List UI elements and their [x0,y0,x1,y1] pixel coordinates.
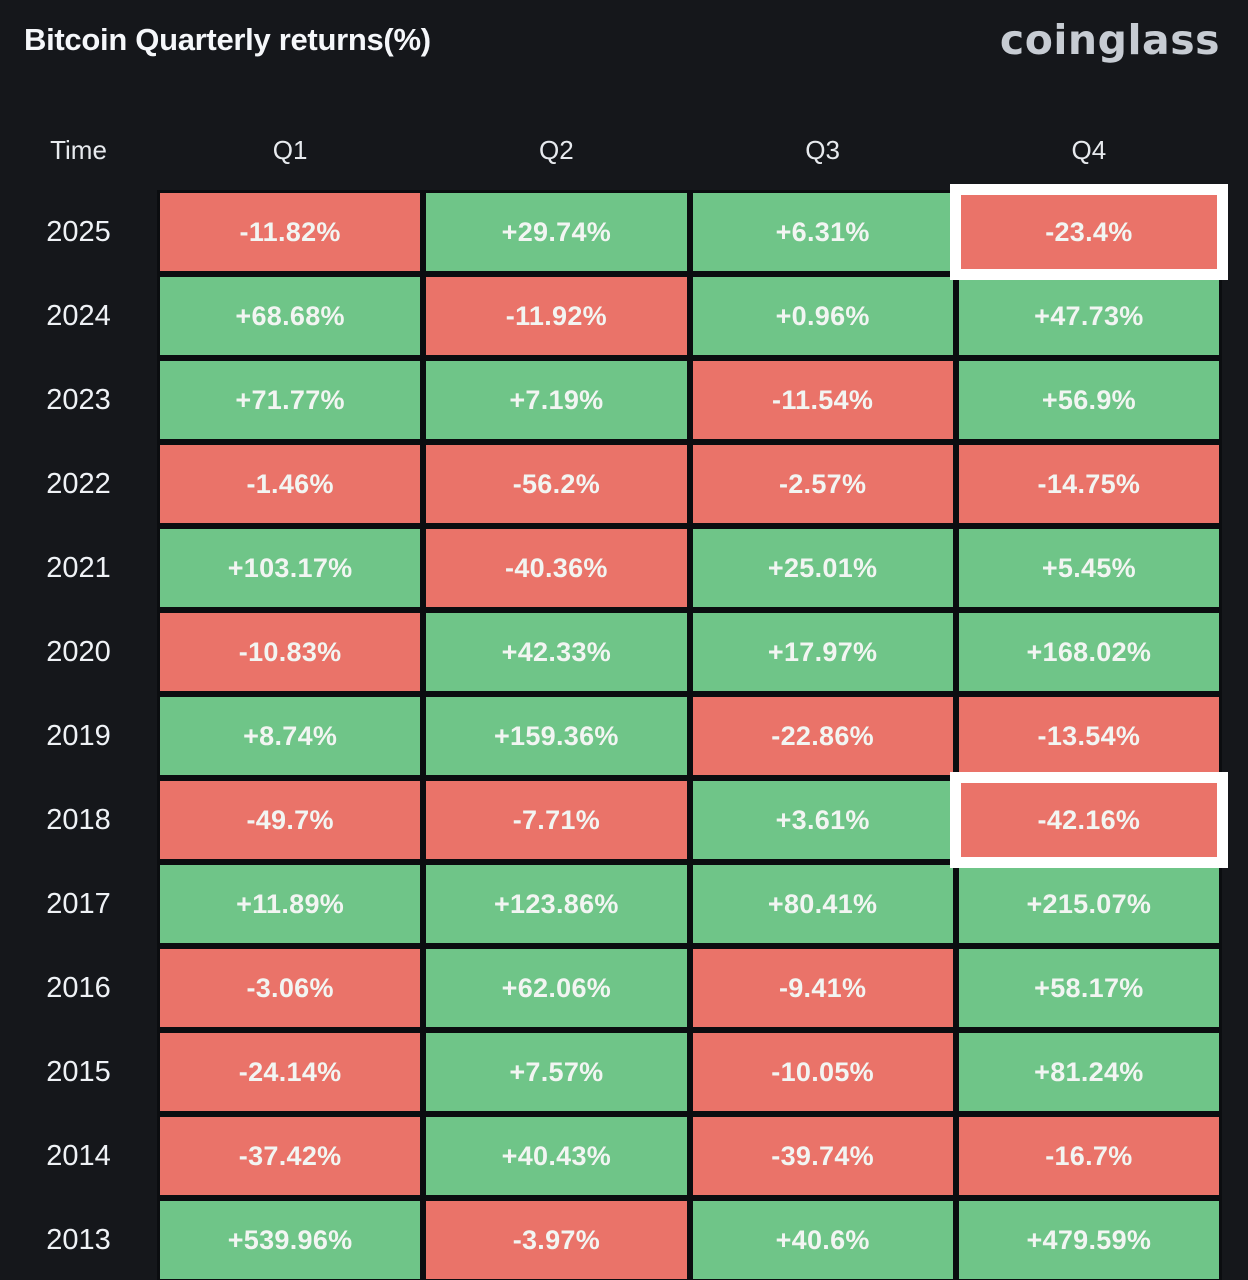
cell-2017-q1: +11.89% [157,862,424,946]
column-header-q3: Q3 [805,134,840,165]
row-year-2014: 2014 [46,1139,111,1172]
cell-2015-q4: +81.24% [955,1030,1222,1114]
returns-table: Time Q1 Q2 Q3 Q4 2025 -11.82% +29.74% +6.31% -23… [0,110,1229,1280]
cell-2017-q4: +215.07% [955,862,1222,946]
cell-2025-q1: -11.82% [157,190,424,274]
page-title: Bitcoin Quarterly returns(%) [24,22,431,57]
cell-2014-q2: +40.43% [423,1114,690,1198]
cell-2014-q3: -39.74% [689,1114,956,1198]
cell-2024-q4: +47.73% [955,274,1222,358]
cell-2022-q4: -14.75% [955,442,1222,526]
table-row-2020: 2020 -10.83% +42.33% +17.97% +168.02% [0,610,1222,694]
row-year-2021: 2021 [46,551,111,584]
row-year-2025: 2025 [46,215,111,248]
table-row-2025: 2025 -11.82% +29.74% +6.31% -23.4% [0,184,1229,280]
cell-2021-q2: -40.36% [423,526,690,610]
table-body: 2025 -11.82% +29.74% +6.31% -23.4% 2024 +68.68… [0,184,1229,1280]
cell-2019-q4: -13.54% [955,694,1222,778]
table-row-2014: 2014 -37.42% +40.43% -39.74% -16.7% [0,1114,1222,1198]
table-row-2023: 2023 +71.77% +7.19% -11.54% +56.9% [0,358,1222,442]
row-year-2017: 2017 [46,887,111,920]
row-year-2024: 2024 [46,299,111,332]
cell-2023-q1: +71.77% [157,358,424,442]
cell-2014-q4: -16.7% [955,1114,1222,1198]
row-year-2020: 2020 [46,635,111,668]
cell-2015-q2: +7.57% [423,1030,690,1114]
cell-2020-q4: +168.02% [955,610,1222,694]
coinglass-logo: coinglass [999,16,1220,64]
cell-2024-q3: +0.96% [689,274,956,358]
cell-2021-q3: +25.01% [689,526,956,610]
column-header-time: Time [50,134,107,165]
cell-2020-q3: +17.97% [689,610,956,694]
cell-2016-q3: -9.41% [689,946,956,1030]
cell-2018-q1: -49.7% [157,778,424,862]
table-row-2024: 2024 +68.68% -11.92% +0.96% +47.73% [0,274,1222,358]
cell-2017-q3: +80.41% [689,862,956,946]
cell-2024-q2: -11.92% [423,274,690,358]
table-row-2013: 2013 +539.96% -3.97% +40.6% +479.59% [0,1198,1222,1280]
cell-2025-q4: -23.4% [949,184,1229,280]
cell-2013-q2: -3.97% [423,1198,690,1280]
cell-2019-q2: +159.36% [423,694,690,778]
table-row-2019: 2019 +8.74% +159.36% -22.86% -13.54% [0,694,1222,778]
cell-2019-q1: +8.74% [157,694,424,778]
cell-2024-q1: +68.68% [157,274,424,358]
cell-2025-q2: +29.74% [423,190,690,274]
column-header-q2: Q2 [539,134,574,165]
cell-2022-q3: -2.57% [689,442,956,526]
top-bar: Bitcoin Quarterly returns(%) coinglass [0,0,1248,110]
cell-2022-q2: -56.2% [423,442,690,526]
cell-2023-q2: +7.19% [423,358,690,442]
cell-2025-q3: +6.31% [689,190,956,274]
cell-2021-q1: +103.17% [157,526,424,610]
column-header-q4: Q4 [1071,134,1107,165]
row-year-2022: 2022 [46,467,111,500]
cell-2017-q2: +123.86% [423,862,690,946]
cell-2020-q2: +42.33% [423,610,690,694]
cell-2015-q3: -10.05% [689,1030,956,1114]
cell-2014-q1: -37.42% [157,1114,424,1198]
row-year-2016: 2016 [46,971,111,1004]
row-year-2013: 2013 [46,1223,111,1256]
table-row-2021: 2021 +103.17% -40.36% +25.01% +5.45% [0,526,1222,610]
table-row-2015: 2015 -24.14% +7.57% -10.05% +81.24% [0,1030,1222,1114]
cell-2013-q4: +479.59% [955,1198,1222,1280]
table-row-2018: 2018 -49.7% -7.71% +3.61% -42.16% [0,772,1229,868]
row-year-2018: 2018 [46,803,111,836]
table-row-2022: 2022 -1.46% -56.2% -2.57% -14.75% [0,442,1222,526]
cell-2018-q3: +3.61% [689,778,956,862]
table-header-row: Time Q1 Q2 Q3 Q4 [0,110,1222,190]
table-row-2016: 2016 -3.06% +62.06% -9.41% +58.17% [0,946,1222,1030]
cell-2022-q1: -1.46% [157,442,424,526]
row-year-2023: 2023 [46,383,111,416]
cell-2016-q2: +62.06% [423,946,690,1030]
cell-2018-q2: -7.71% [423,778,690,862]
cell-2023-q3: -11.54% [689,358,956,442]
table-row-2017: 2017 +11.89% +123.86% +80.41% +215.07% [0,862,1222,946]
row-year-2019: 2019 [46,719,111,752]
row-year-2015: 2015 [46,1055,111,1088]
cell-2015-q1: -24.14% [157,1030,424,1114]
cell-2020-q1: -10.83% [157,610,424,694]
cell-2023-q4: +56.9% [955,358,1222,442]
cell-2019-q3: -22.86% [689,694,956,778]
column-header-q1: Q1 [272,134,308,165]
cell-2016-q1: -3.06% [157,946,424,1030]
cell-2016-q4: +58.17% [955,946,1222,1030]
cell-2013-q3: +40.6% [689,1198,956,1280]
cell-2018-q4: -42.16% [949,772,1229,868]
cell-2013-q1: +539.96% [157,1198,424,1280]
cell-2021-q4: +5.45% [955,526,1222,610]
